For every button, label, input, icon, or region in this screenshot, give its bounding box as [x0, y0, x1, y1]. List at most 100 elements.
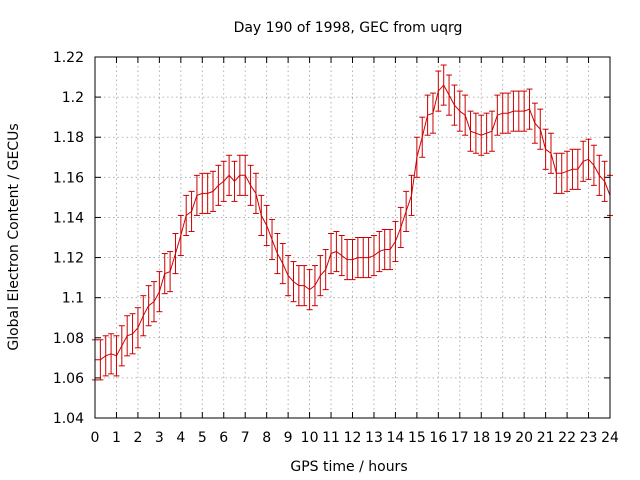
error-bar [193, 174, 200, 216]
error-bar [429, 92, 436, 134]
x-tick-label: 3 [155, 430, 164, 446]
error-bar [456, 90, 463, 132]
error-bar [274, 232, 281, 275]
x-tick-label: 11 [322, 430, 340, 446]
x-tick-label: 7 [241, 430, 250, 446]
error-bar [151, 281, 158, 323]
error-bar [290, 261, 297, 303]
error-bar [435, 70, 442, 112]
error-bar [226, 154, 233, 196]
x-tick-label: 8 [262, 430, 271, 446]
x-tick-label: 2 [133, 430, 142, 446]
error-bar [403, 190, 410, 232]
error-bar [392, 220, 399, 263]
x-tick-label: 13 [365, 430, 383, 446]
y-tick-label: 1.2 [62, 90, 84, 106]
error-bar [440, 64, 447, 106]
x-tick-label: 18 [472, 430, 490, 446]
x-tick-label: 5 [198, 430, 207, 446]
error-bar [258, 194, 265, 236]
series [92, 64, 613, 381]
y-tick-label: 1.04 [53, 411, 84, 427]
error-bar [419, 116, 426, 158]
x-tick-label: 21 [537, 430, 555, 446]
y-tick-label: 1.22 [53, 50, 84, 66]
error-bar [124, 315, 131, 357]
error-bar [488, 110, 495, 152]
error-bar [547, 132, 554, 174]
x-tick-label: 12 [344, 430, 362, 446]
error-bar [322, 249, 329, 291]
error-bar [306, 269, 313, 311]
error-bar [531, 102, 538, 144]
error-bar [285, 255, 292, 297]
x-tick-label: 4 [176, 430, 185, 446]
error-bar [161, 253, 168, 295]
x-tick-label: 19 [494, 430, 512, 446]
error-bar [451, 84, 458, 126]
error-bar [220, 160, 227, 202]
error-bar [483, 112, 490, 154]
x-tick-label: 6 [219, 430, 228, 446]
error-bar [354, 237, 361, 279]
error-bar [569, 148, 576, 190]
error-bar [167, 251, 174, 293]
error-bar [344, 239, 351, 281]
y-tick-label: 1.12 [53, 251, 84, 267]
grid-lines [95, 57, 610, 418]
error-bar [102, 335, 109, 377]
error-bar [564, 150, 571, 192]
error-bar [360, 237, 367, 279]
error-bar [134, 307, 141, 349]
x-tick-labels: 0 1 2 3 4 5 6 7 8 9 10 11 12 13 14 15 16 17 18 19 20 21 22 23 24 [91, 430, 619, 446]
error-bar [236, 154, 243, 196]
error-bar [247, 164, 254, 206]
error-bar [183, 194, 190, 236]
series-layer [92, 64, 613, 381]
error-bar [397, 206, 404, 249]
error-bar [478, 114, 485, 156]
error-bar [172, 232, 179, 275]
x-tick-label: 14 [387, 430, 405, 446]
y-tick-label: 1.08 [53, 331, 84, 347]
x-tick-label: 1 [112, 430, 121, 446]
x-tick-label: 15 [408, 430, 426, 446]
error-bar [145, 285, 152, 327]
error-bar [188, 190, 195, 232]
y-tick-label: 1.06 [53, 371, 84, 387]
error-bar [601, 160, 608, 202]
error-bar [521, 90, 528, 132]
error-bar [499, 92, 506, 134]
y-tick-label: 1.16 [53, 170, 84, 186]
error-bar [328, 232, 335, 275]
error-bar [118, 325, 125, 367]
error-bar [333, 230, 340, 273]
error-bar [526, 88, 533, 130]
error-bar [558, 152, 565, 194]
error-bar [381, 228, 388, 271]
error-bar [515, 90, 522, 132]
error-bar [113, 335, 120, 377]
x-tick-label: 9 [284, 430, 293, 446]
error-bar [231, 160, 238, 202]
error-bar [408, 174, 415, 216]
error-bar [301, 265, 308, 307]
error-bar [537, 108, 544, 150]
error-bar [317, 255, 324, 297]
error-bar [365, 237, 372, 279]
error-bar [580, 140, 587, 182]
error-bar [311, 265, 318, 307]
error-bar [585, 138, 592, 180]
x-tick-label: 17 [451, 430, 469, 446]
error-bar [387, 228, 394, 271]
error-bar [199, 172, 206, 214]
error-bar [467, 110, 474, 152]
x-tick-label: 10 [301, 430, 319, 446]
x-tick-label: 16 [429, 430, 447, 446]
error-bar [242, 154, 249, 196]
error-bar [596, 154, 603, 196]
x-tick-label: 0 [91, 430, 100, 446]
y-tick-label: 1.18 [53, 130, 84, 146]
error-bar [210, 170, 217, 212]
